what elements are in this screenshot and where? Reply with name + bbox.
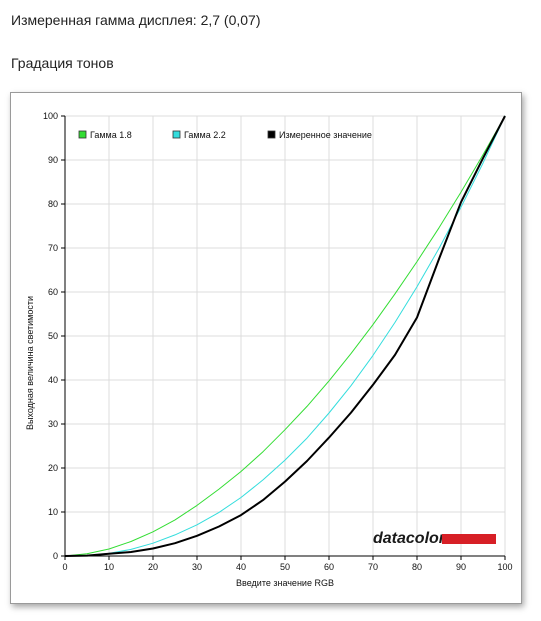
y-tick-label: 60 [48, 287, 58, 297]
x-tick-label: 100 [497, 562, 512, 572]
measured-gamma-text: Измеренная гамма дисплея: 2,7 (0,07) [11, 12, 261, 28]
y-tick-label: 100 [43, 111, 58, 121]
y-tick-label: 30 [48, 419, 58, 429]
x-tick-label: 40 [236, 562, 246, 572]
x-tick-label: 70 [368, 562, 378, 572]
x-tick-label: 20 [148, 562, 158, 572]
y-tick-label: 50 [48, 331, 58, 341]
y-tick-label: 0 [53, 551, 58, 561]
legend-label: Гамма 1.8 [90, 130, 132, 140]
x-axis-label: Введите значение RGB [236, 578, 334, 588]
legend-label: Гамма 2.2 [184, 130, 226, 140]
x-tick-label: 60 [324, 562, 334, 572]
legend-swatch [267, 130, 276, 139]
datacolor-logo: datacolor [373, 530, 496, 547]
series-line-1 [64, 115, 506, 557]
y-tick-label: 40 [48, 375, 58, 385]
legend-swatch [78, 130, 87, 139]
y-axis-label: Выходная величина светимости [25, 296, 35, 430]
gamma-chart: 0 10 20 30 40 50 60 70 80 90 100 0 10 20 30 40 50 60 70 80 9… [25, 111, 513, 588]
x-tick-label: 50 [280, 562, 290, 572]
series-lines [64, 115, 506, 557]
x-tick-label: 0 [62, 562, 67, 572]
x-tick-label: 30 [192, 562, 202, 572]
y-tick-label: 70 [48, 243, 58, 253]
y-tick-label: 10 [48, 507, 58, 517]
legend-label: Измеренное значение [279, 130, 372, 140]
y-tick-label: 20 [48, 463, 58, 473]
legend-swatch [172, 130, 181, 139]
legend: Гамма 1.8 Гамма 2.2 Измеренное значение [78, 130, 372, 140]
x-tick-label: 90 [456, 562, 466, 572]
datacolor-logo-bar [442, 534, 496, 544]
datacolor-logo-text: datacolor [373, 530, 446, 547]
x-tick-label: 80 [412, 562, 422, 572]
axis-ticks: 0 10 20 30 40 50 60 70 80 90 100 0 10 20 30 40 50 60 70 80 9… [43, 111, 513, 572]
y-tick-label: 80 [48, 199, 58, 209]
chart-frame: 0 10 20 30 40 50 60 70 80 90 100 0 10 20 30 40 50 60 70 80 9… [10, 92, 522, 604]
grid [64, 115, 506, 557]
x-tick-label: 10 [104, 562, 114, 572]
y-tick-label: 90 [48, 155, 58, 165]
section-title: Градация тонов [11, 55, 114, 71]
series-line-2 [64, 115, 506, 557]
series-line-3 [64, 115, 506, 557]
